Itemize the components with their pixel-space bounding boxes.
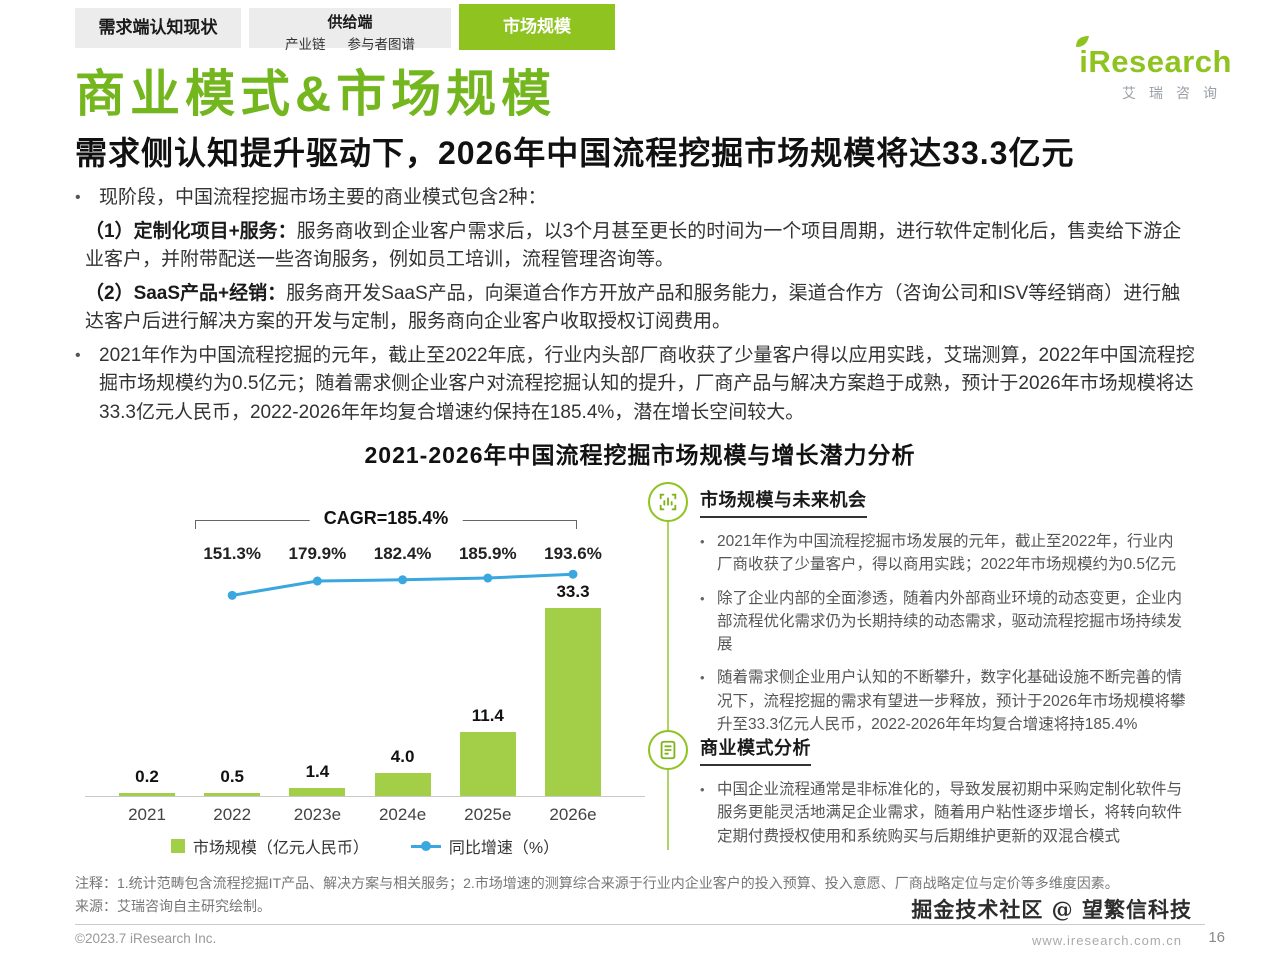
legend-item-growth: 同比增速（%） bbox=[410, 834, 560, 858]
line-point bbox=[312, 576, 322, 586]
bullet-icon: • bbox=[700, 590, 705, 606]
iresearch-logo-text: iResearch bbox=[1076, 36, 1232, 80]
growth-rate-label: 151.3% bbox=[203, 544, 262, 563]
line-point bbox=[568, 569, 578, 579]
watermark: 掘金技术社区 @ 望繁信科技 bbox=[911, 897, 1192, 922]
bar-value-label: 4.0 bbox=[390, 747, 415, 767]
iresearch-logo: iResearch 艾瑞咨询 bbox=[1076, 36, 1232, 103]
x-axis-label: 2021 bbox=[128, 805, 166, 824]
page-subtitle: 需求侧认知提升驱动下，2026年中国流程挖掘市场规模将达33.3亿元 bbox=[75, 135, 1075, 171]
bar-2024e bbox=[374, 773, 431, 796]
panel-bullet: • 除了企业内部的全面渗透，随着内外部商业环境的动态变更，企业内部流程优化需求仍… bbox=[700, 587, 1186, 657]
growth-rate-label: 185.9% bbox=[458, 544, 517, 563]
line-point bbox=[227, 590, 237, 600]
cagr-bracket-tick-left bbox=[195, 520, 196, 529]
bar-value-label: 33.3 bbox=[556, 582, 590, 601]
bar-value-label: 0.5 bbox=[220, 767, 244, 786]
footnote-line1: 注释：1.统计范畴包含流程挖掘IT产品、解决方案与相关服务；2.市场增速的测算综… bbox=[75, 875, 1119, 891]
bar-2025e bbox=[459, 731, 516, 796]
tab-industry-chain[interactable]: 产业链 bbox=[285, 37, 326, 52]
panel-bullet: • 中国企业流程通常是非标准化的，导致发展初期中采购定制化软件与服务更能灵活地满… bbox=[700, 778, 1186, 848]
x-axis-label: 2024e bbox=[378, 805, 427, 824]
panel-bullet: • 随着需求侧企业用户认知的不断攀升，数字化基础设施不断完善的情况下，流程挖掘的… bbox=[700, 666, 1186, 736]
business-model-1-label: （1）定制化项目+服务： bbox=[85, 220, 297, 242]
bullet-icon: • bbox=[700, 670, 705, 686]
chart-legend: 市场规模（亿元人民币） 同比增速（%） bbox=[85, 834, 645, 858]
x-axis-label: 2025e bbox=[464, 805, 512, 824]
footer-divider bbox=[75, 924, 1205, 925]
body-intro: • 现阶段，中国流程挖掘市场主要的商业模式包含2种： bbox=[75, 184, 1197, 213]
section-market-opportunity: 市场规模与未来机会 • 2021年作为中国流程挖掘市场发展的元年，截止至2022… bbox=[700, 486, 1200, 746]
bar-value-label: 0.2 bbox=[135, 767, 159, 786]
timeline-connector bbox=[667, 498, 669, 850]
plot-area: CAGR=185.4% 0.2 2021 0.5 2022 1.4 2023e 4.0 202… bbox=[85, 508, 645, 857]
body-text: • 现阶段，中国流程挖掘市场主要的商业模式包含2种： （1）定制化项目+服务：服… bbox=[75, 184, 1197, 432]
tab-supply-side[interactable]: 供给端 产业链 参与者图谱 bbox=[249, 8, 451, 52]
legend-item-market-size: 市场规模（亿元人民币） bbox=[170, 834, 369, 858]
legend-label: 同比增速（%） bbox=[448, 840, 560, 857]
line-point bbox=[398, 575, 408, 585]
growth-line bbox=[227, 569, 578, 600]
leaf-icon bbox=[1076, 36, 1090, 47]
bar-value-label: 11.4 bbox=[471, 705, 504, 725]
bar-value-label: 1.4 bbox=[305, 762, 330, 782]
chart-title: 2021-2026年中国流程挖掘市场规模与增长潜力分析 bbox=[364, 442, 916, 468]
footnote-line2: 来源：艾瑞咨询自主研究绘制。 bbox=[75, 898, 271, 915]
bullet-icon: • bbox=[700, 534, 705, 549]
x-axis-label: 2026e bbox=[549, 805, 597, 824]
section-business-model: 商业模式分析 • 中国企业流程通常是非标准化的，导致发展初期中采购定制化软件与服… bbox=[700, 734, 1200, 858]
cagr-bracket-tick-right bbox=[576, 520, 577, 529]
section-title: 商业模式分析 bbox=[700, 734, 811, 766]
bar-2023e bbox=[289, 788, 346, 796]
insight-panel: 市场规模与未来机会 • 2021年作为中国流程挖掘市场发展的元年，截止至2022… bbox=[648, 482, 1204, 862]
page-number: 16 bbox=[1208, 929, 1225, 946]
document-check-icon bbox=[648, 730, 688, 770]
x-axis-label: 2023e bbox=[293, 805, 342, 824]
cagr-label: CAGR=185.4% bbox=[309, 508, 463, 529]
iresearch-logo-cn: 艾瑞咨询 bbox=[1122, 85, 1230, 101]
business-model-2-label: （2）SaaS产品+经销： bbox=[85, 282, 287, 304]
cagr-bracket: CAGR=185.4% bbox=[195, 508, 577, 529]
page-title: 商业模式&市场规模 bbox=[75, 66, 557, 122]
tab-participant-map[interactable]: 参与者图谱 bbox=[347, 37, 416, 52]
line-point bbox=[483, 573, 493, 583]
scan-chart-icon bbox=[648, 482, 688, 522]
panel-bullet: • 2021年作为中国流程挖掘市场发展的元年，截止至2022年，行业内厂商收获了… bbox=[700, 530, 1186, 577]
bar-2022 bbox=[204, 793, 261, 796]
growth-rate-label: 193.6% bbox=[544, 544, 602, 563]
x-axis-label: 2022 bbox=[213, 805, 252, 824]
business-model-2-text: 服务商开发SaaS产品，向渠道合作方开放产品和服务能力，渠道合作方（咨询公司和I… bbox=[85, 282, 1181, 333]
growth-rate-label: 179.9% bbox=[288, 544, 347, 563]
body-paragraph: • 2021年作为中国流程挖掘的元年，截止至2022年底，行业内头部厂商收获了少… bbox=[75, 342, 1197, 428]
bar-swatch-icon bbox=[170, 839, 185, 853]
tab-supply-side-label: 供给端 bbox=[327, 14, 373, 31]
legend-label: 市场规模（亿元人民币） bbox=[192, 840, 369, 857]
bullet-icon: • bbox=[700, 782, 705, 797]
line-swatch-icon bbox=[410, 841, 441, 851]
business-model-1: （1）定制化项目+服务：服务商收到企业客户需求后，以3个月甚至更长的时间为一个项… bbox=[75, 218, 1197, 275]
footnotes: 注释：1.统计范畴包含流程挖掘IT产品、解决方案与相关服务；2.市场增速的测算综… bbox=[75, 872, 1205, 918]
tab-market-size-active[interactable]: 市场规模 bbox=[459, 4, 615, 50]
business-model-1-text: 服务商收到企业客户需求后，以3个月甚至更长的时间为一个项目周期，进行软件定制化后… bbox=[85, 220, 1182, 271]
bullet-icon: • bbox=[75, 189, 81, 206]
top-tab-bar: 需求端认知现状 供给端 产业链 参与者图谱 市场规模 bbox=[75, 4, 615, 52]
website-url: www.iresearch.com.cn bbox=[1031, 933, 1182, 948]
tab-demand-side[interactable]: 需求端认知现状 bbox=[75, 8, 241, 48]
business-model-2: （2）SaaS产品+经销：服务商开发SaaS产品，向渠道合作方开放产品和服务能力… bbox=[75, 280, 1197, 337]
growth-rate-label: 182.4% bbox=[373, 544, 432, 563]
bar-2021 bbox=[119, 793, 175, 796]
bullet-icon: • bbox=[75, 346, 81, 364]
copyright: ©2023.7 iResearch Inc. bbox=[75, 931, 217, 946]
section-title: 市场规模与未来机会 bbox=[700, 486, 867, 518]
bar-2026e bbox=[545, 608, 601, 796]
